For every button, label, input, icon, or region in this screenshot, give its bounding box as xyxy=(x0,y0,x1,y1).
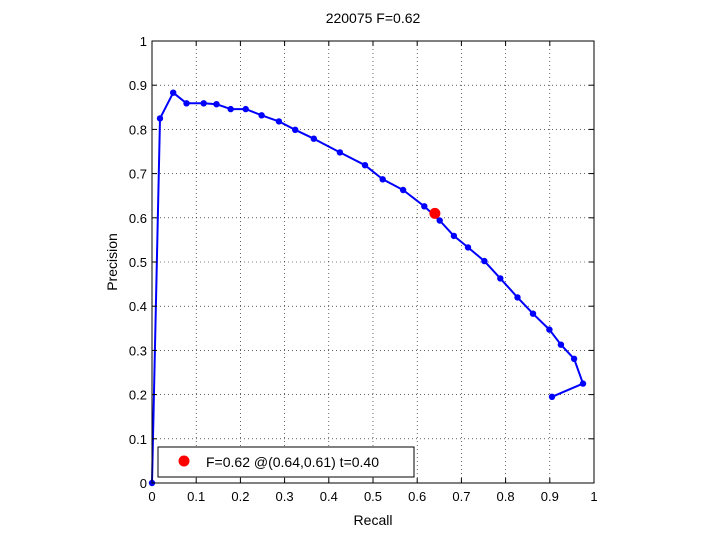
x-tick-label: 0.8 xyxy=(497,489,515,504)
data-point xyxy=(514,294,521,301)
y-tick-label: 0.7 xyxy=(129,167,147,182)
y-tick-label: 0.6 xyxy=(129,211,147,226)
data-point xyxy=(399,186,407,194)
highlight-layer xyxy=(429,207,441,219)
data-point xyxy=(570,355,578,362)
best-f-point xyxy=(429,207,441,219)
legend: F=0.62 @(0.64,0.61) t=0.40 xyxy=(157,446,415,478)
x-tick-label: 0.4 xyxy=(320,489,338,504)
data-point xyxy=(200,100,207,107)
data-point xyxy=(292,126,299,133)
x-tick-label: 0.1 xyxy=(187,489,205,504)
y-tick-labels: 0 0.1 0.2 0.3 0.4 0.5 0.6 0.7 0.8 0.9 1 xyxy=(129,34,147,491)
y-tick-label: 0.9 xyxy=(129,78,147,93)
data-point xyxy=(183,100,190,107)
data-point xyxy=(464,244,472,251)
data-point xyxy=(275,118,283,125)
data-point xyxy=(436,217,443,224)
data-point xyxy=(310,135,317,142)
y-tick-label: 0.4 xyxy=(129,299,147,314)
data-point xyxy=(242,105,249,113)
data-point xyxy=(557,341,565,348)
data-point xyxy=(579,380,587,387)
points-layer xyxy=(148,89,587,487)
legend-marker xyxy=(178,455,190,467)
legend-text: F=0.62 @(0.64,0.61) t=0.40 xyxy=(206,454,379,470)
data-point xyxy=(546,326,553,333)
chart-title: 220075 F=0.62 xyxy=(326,10,421,26)
y-tick-label: 0.2 xyxy=(129,388,147,403)
y-tick-label: 0.1 xyxy=(129,432,147,447)
data-point xyxy=(336,149,344,156)
data-point xyxy=(361,162,369,169)
x-tick-label: 0.5 xyxy=(364,489,382,504)
data-point xyxy=(497,275,504,282)
data-point xyxy=(529,310,537,317)
x-axis-label: Recall xyxy=(354,512,393,528)
x-tick-labels: 0 0.1 0.2 0.3 0.4 0.5 0.6 0.7 0.8 0.9 1 xyxy=(148,489,597,504)
legend-box xyxy=(157,446,415,478)
data-point xyxy=(227,105,234,113)
x-tick-label: 0.3 xyxy=(276,489,294,504)
x-tick-label: 0 xyxy=(148,489,155,504)
data-point xyxy=(450,232,458,240)
y-tick-label: 0.8 xyxy=(129,122,147,137)
x-tick-label: 0.9 xyxy=(541,489,559,504)
data-point xyxy=(170,89,177,96)
y-tick-label: 1 xyxy=(140,34,147,49)
data-point xyxy=(421,203,428,210)
x-tick-label: 0.2 xyxy=(231,489,249,504)
grid xyxy=(152,41,594,483)
x-tick-label: 0.6 xyxy=(408,489,426,504)
x-tick-label: 0.7 xyxy=(452,489,470,504)
y-tick-label: 0.3 xyxy=(129,343,147,358)
data-point xyxy=(481,257,488,265)
data-point xyxy=(156,115,164,122)
data-point xyxy=(213,101,220,108)
y-axis-label: Precision xyxy=(104,233,120,291)
y-tick-label: 0 xyxy=(140,476,147,491)
ticks xyxy=(151,40,595,484)
y-tick-label: 0.5 xyxy=(129,255,147,270)
data-point xyxy=(548,393,556,400)
x-tick-label: 1 xyxy=(590,489,597,504)
data-point xyxy=(379,176,386,183)
data-point xyxy=(258,112,265,119)
